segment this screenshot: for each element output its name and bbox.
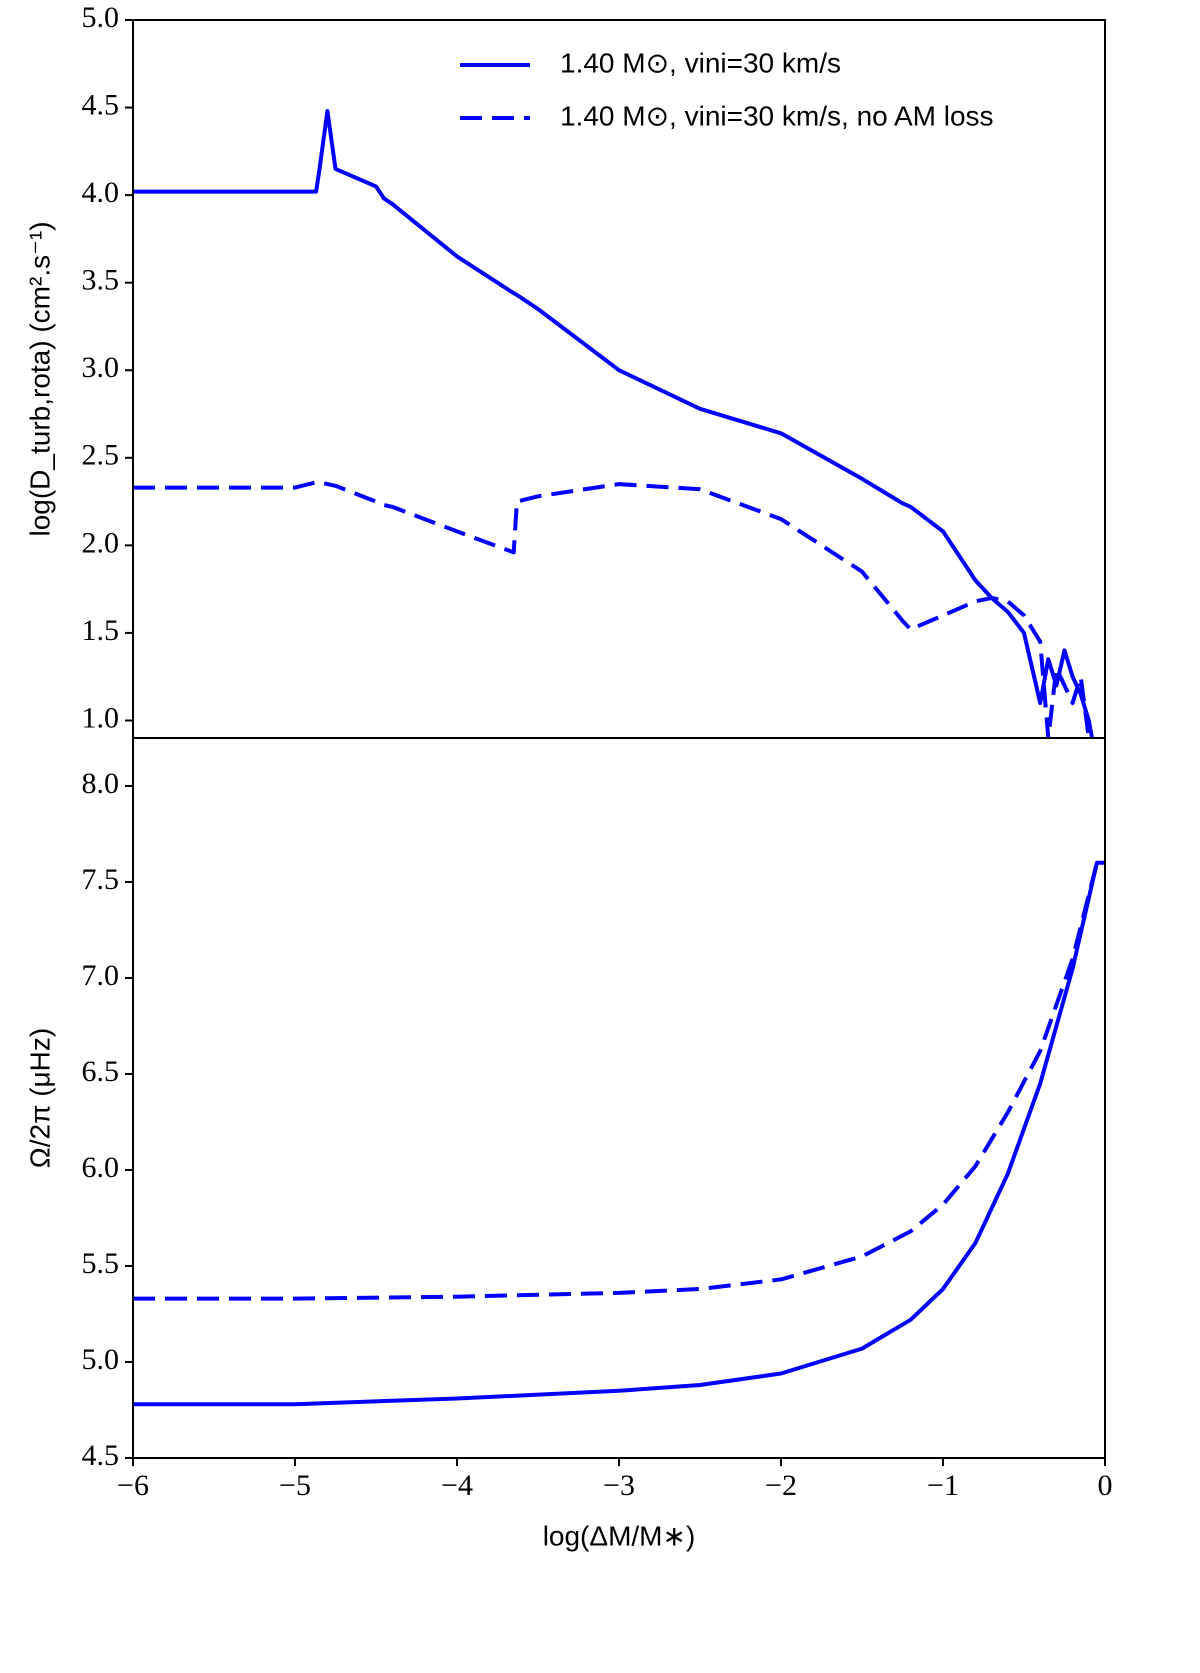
legend-label: 1.40 M⊙, vini=30 km/s [560, 47, 841, 78]
y-axis-label: Ω/2π (μHz) [24, 1028, 55, 1168]
y-axis-label: log(D_turb,rota) (cm².s⁻¹) [24, 221, 55, 536]
x-tick-label: 0 [1098, 1469, 1113, 1502]
x-tick-label: −6 [117, 1469, 149, 1502]
y-tick-label: 5.0 [82, 1, 120, 34]
x-axis-label: log(ΔM/M∗) [543, 1520, 696, 1551]
y-tick-label: 7.0 [82, 959, 120, 992]
series-line [133, 480, 1092, 738]
legend-label: 1.40 M⊙, vini=30 km/s, no AM loss [560, 100, 994, 131]
plot-frame [132, 737, 1106, 1459]
y-tick-label: 3.5 [82, 264, 120, 297]
series-line [133, 860, 1105, 1407]
y-tick-label: 1.0 [82, 701, 120, 734]
y-tick-label: 1.5 [82, 614, 120, 647]
x-tick-label: −3 [603, 1469, 635, 1502]
x-tick-label: −2 [765, 1469, 797, 1502]
y-tick-label: 2.5 [82, 439, 120, 472]
x-tick-label: −1 [927, 1469, 959, 1502]
y-tick-label: 3.0 [82, 351, 120, 384]
series-line [133, 860, 1105, 1301]
y-tick-label: 6.0 [82, 1151, 120, 1184]
y-tick-label: 2.0 [82, 526, 120, 559]
y-tick-label: 6.5 [82, 1055, 120, 1088]
y-tick-label: 5.5 [82, 1247, 120, 1280]
x-tick-label: −4 [441, 1469, 473, 1502]
x-tick-label: −5 [279, 1469, 311, 1502]
y-tick-label: 4.5 [82, 88, 120, 121]
y-tick-label: 4.0 [82, 176, 120, 209]
y-tick-label: 4.5 [82, 1439, 120, 1472]
series-line [133, 109, 1094, 738]
y-tick-label: 8.0 [82, 767, 120, 800]
y-tick-label: 5.0 [82, 1343, 120, 1376]
y-tick-label: 7.5 [82, 863, 120, 896]
